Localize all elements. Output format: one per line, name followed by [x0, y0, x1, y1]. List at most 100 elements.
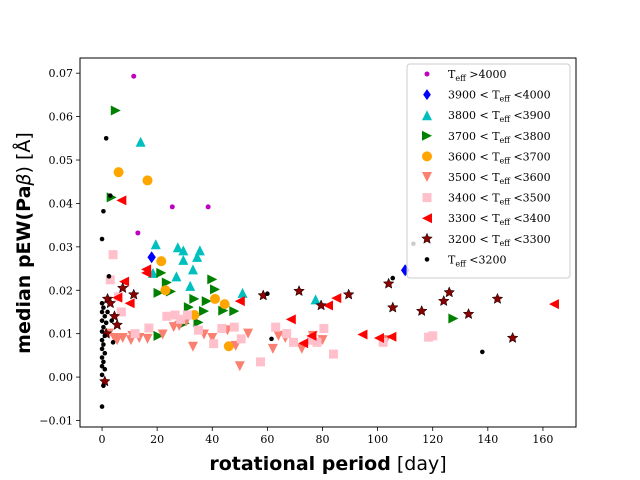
legend-marker — [422, 151, 432, 162]
data-point — [182, 310, 192, 320]
data-point — [99, 355, 105, 360]
data-point — [108, 310, 121, 322]
data-point — [229, 322, 239, 332]
legend: Teff >4000 3900 < Teff <4000 3800 < Teff <… — [406, 63, 571, 279]
y-tick-label: 0.01 — [49, 328, 74, 341]
data-point — [293, 284, 305, 297]
data-point — [98, 375, 111, 387]
data-point — [317, 335, 328, 346]
data-point — [101, 305, 106, 310]
data-point — [99, 309, 105, 315]
data-point — [289, 337, 299, 347]
data-point — [99, 337, 105, 343]
data-point — [103, 136, 109, 141]
legend-label: 3400 < Teff <3500 — [448, 192, 551, 207]
y-tick-label: 0.03 — [49, 241, 74, 254]
data-point — [415, 304, 428, 317]
x-tick-label: 120 — [422, 433, 443, 446]
plot-frame — [79, 57, 577, 428]
data-point — [171, 271, 182, 282]
series-8 — [98, 277, 519, 387]
y-tick-label: 0.04 — [49, 197, 74, 210]
series-0 — [131, 73, 211, 236]
data-point — [548, 299, 559, 310]
legend-label: 3600 < Teff <3700 — [448, 150, 551, 165]
data-point — [141, 264, 152, 275]
data-point — [102, 350, 108, 356]
data-point — [99, 346, 105, 352]
data-point — [229, 306, 240, 317]
data-point — [99, 372, 105, 378]
data-point — [183, 302, 194, 313]
series-2 — [135, 136, 321, 305]
data-point — [480, 349, 485, 355]
data-point — [124, 298, 135, 309]
data-point — [331, 293, 342, 304]
legend-label: 3800 < Teff <3900 — [448, 109, 551, 124]
x-axis-label-bold: rotational period — [209, 453, 390, 475]
legend-marker — [422, 193, 432, 203]
data-point — [102, 366, 108, 372]
y-tick-label: 0.05 — [49, 154, 74, 167]
data-point — [315, 299, 327, 311]
x-tick-label: 0 — [99, 433, 106, 446]
data-point — [223, 341, 234, 352]
data-point — [169, 204, 175, 210]
legend-marker — [422, 130, 432, 141]
data-point — [306, 330, 317, 341]
y-tick-label: 0.00 — [49, 371, 74, 384]
data-point — [185, 280, 196, 291]
legend-marker — [422, 110, 432, 121]
series-4 — [113, 167, 234, 352]
data-point — [131, 73, 137, 79]
series-9 — [99, 136, 485, 409]
data-point — [282, 329, 292, 339]
data-point — [153, 287, 164, 298]
data-point — [329, 349, 339, 359]
data-point — [310, 294, 321, 305]
data-point — [147, 251, 156, 264]
x-tick-label: 80 — [315, 433, 329, 446]
data-point — [201, 296, 212, 307]
x-tick-label: 40 — [205, 433, 219, 446]
data-point — [234, 296, 245, 307]
data-point — [116, 195, 127, 206]
data-point — [101, 208, 106, 214]
y-tick-label: 0.06 — [49, 111, 74, 124]
data-point — [156, 267, 167, 278]
data-point — [99, 329, 105, 334]
data-point — [386, 331, 397, 342]
data-point — [102, 333, 108, 339]
legend-label: 3500 < Teff <3600 — [448, 171, 551, 186]
data-point — [162, 311, 172, 321]
data-point — [105, 309, 110, 315]
data-point — [285, 314, 296, 325]
legend-marker — [422, 172, 432, 182]
data-point — [390, 275, 396, 281]
data-point — [111, 318, 124, 330]
data-point — [113, 167, 124, 178]
data-point — [462, 307, 475, 320]
x-axis-label: rotational period [day] — [209, 453, 446, 475]
data-point — [127, 288, 140, 300]
data-point — [109, 318, 114, 323]
y-tick-label: 0.02 — [49, 284, 74, 297]
legend-label: 3700 < Teff <3800 — [448, 130, 551, 145]
data-point — [386, 301, 399, 313]
data-point — [157, 329, 168, 340]
data-point — [142, 333, 153, 344]
legend-marker — [422, 213, 432, 224]
data-point — [443, 286, 456, 298]
data-point — [102, 314, 108, 319]
data-point — [236, 334, 246, 344]
data-point — [219, 299, 230, 310]
data-point — [207, 333, 218, 344]
legend-marker — [423, 89, 431, 101]
data-point — [104, 297, 117, 309]
y-axis: −0.01 0.00 0.01 0.02 0.03 0.04 0.05 0.06 0.07 — [39, 67, 80, 427]
y-axis-label-bold: median pEW(Pa — [13, 186, 35, 354]
data-point — [373, 333, 384, 344]
data-point — [110, 340, 116, 345]
data-point — [319, 323, 329, 333]
